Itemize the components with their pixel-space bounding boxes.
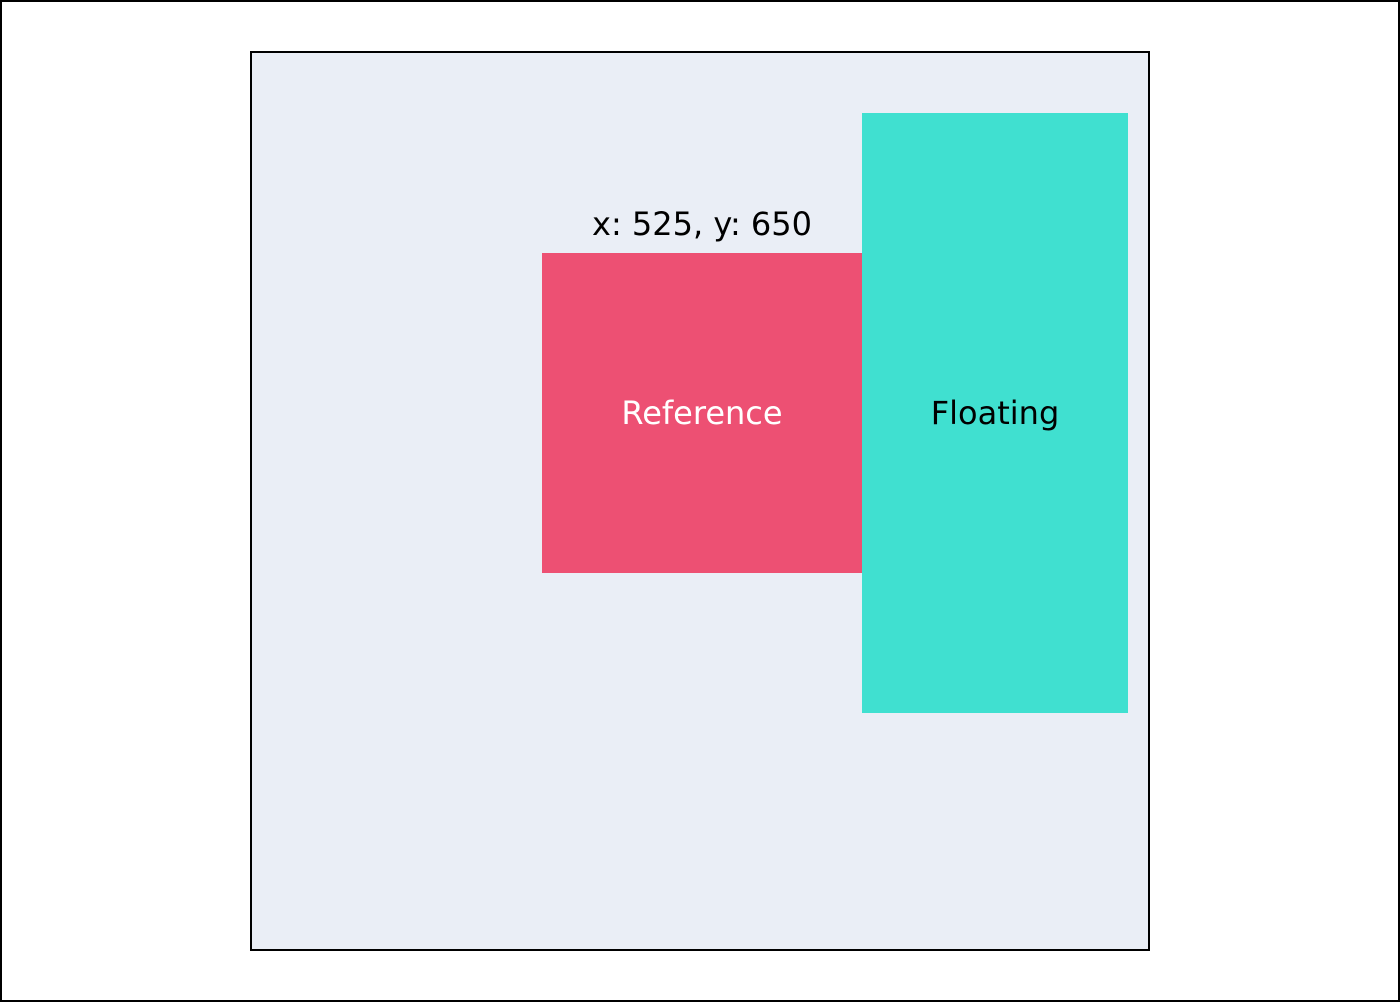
floating-label: Floating: [930, 394, 1060, 432]
reference-element[interactable]: Reference: [542, 253, 862, 573]
floating-element: Floating: [862, 113, 1128, 713]
coordinates-label: x: 525, y: 650: [592, 205, 812, 243]
reference-label: Reference: [621, 394, 783, 432]
